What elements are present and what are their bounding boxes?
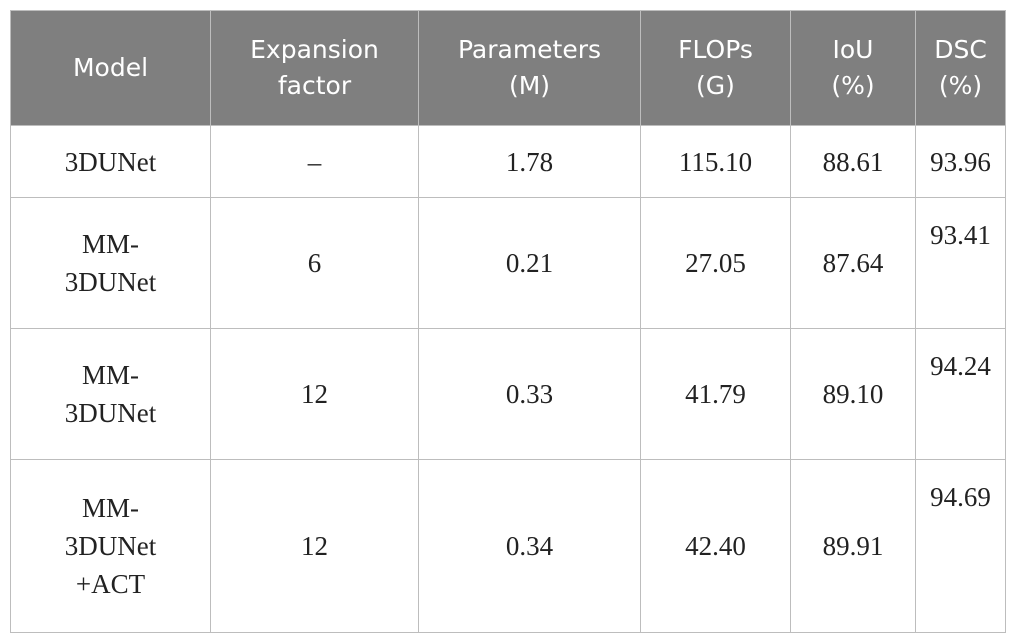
cell-text: 87.64 bbox=[822, 248, 884, 278]
table-cell: 27.05 bbox=[640, 197, 791, 329]
cell-text: – bbox=[307, 146, 322, 177]
cell-text: 12 bbox=[301, 379, 328, 409]
cell-text: MM-3DUNet bbox=[64, 360, 157, 428]
table-cell: 6 bbox=[210, 197, 419, 329]
table-cell: 3DUNet bbox=[10, 125, 211, 198]
table-row: MM-3DUNet 12 0.33 41.79 89.10 94.24 bbox=[10, 328, 1006, 460]
table-cell: 0.33 bbox=[418, 328, 641, 460]
cell-text: 93.96 bbox=[930, 146, 991, 177]
table-row: MM-3DUNet 6 0.21 27.05 87.64 93.41 bbox=[10, 197, 1006, 329]
cell-text: 0.34 bbox=[505, 531, 554, 561]
header-text: Parameters (M) bbox=[457, 35, 602, 100]
header-cell: Model bbox=[10, 10, 211, 126]
table-body: 3DUNet – 1.78 115.10 88.61 93.96 MM-3DUNet 6 0.2… bbox=[10, 125, 1006, 633]
header-row: Model Expansion factor Parameters (M) FLOPs… bbox=[10, 10, 1006, 126]
cell-text: 89.10 bbox=[822, 379, 884, 409]
table-cell: 94.24 bbox=[915, 328, 1006, 460]
cell-text: 94.69 bbox=[930, 482, 991, 512]
table-cell: 12 bbox=[210, 328, 419, 460]
header-cell: FLOPs (G) bbox=[640, 10, 791, 126]
table-cell: 1.78 bbox=[418, 125, 641, 198]
results-table: Model Expansion factor Parameters (M) FLOPs… bbox=[10, 10, 1006, 633]
cell-text: 89.91 bbox=[822, 531, 884, 561]
cell-text: 41.79 bbox=[685, 379, 746, 409]
table-cell: MM-3DUNet bbox=[10, 197, 211, 329]
cell-text: 0.33 bbox=[505, 379, 554, 409]
header-text: Model bbox=[72, 53, 149, 82]
header-text: DSC (%) bbox=[934, 35, 987, 100]
cell-text: 93.41 bbox=[930, 220, 991, 250]
table-cell: 12 bbox=[210, 459, 419, 633]
header-text: IoU (%) bbox=[831, 35, 875, 100]
table-cell: 94.69 bbox=[915, 459, 1006, 633]
table-cell: 88.61 bbox=[790, 125, 916, 198]
cell-text: 94.24 bbox=[930, 351, 991, 381]
table-cell: 87.64 bbox=[790, 197, 916, 329]
header-cell: Parameters (M) bbox=[418, 10, 641, 126]
cell-text: 27.05 bbox=[685, 248, 746, 278]
table-cell: 42.40 bbox=[640, 459, 791, 633]
table-cell: 0.34 bbox=[418, 459, 641, 633]
cell-text: 12 bbox=[301, 531, 328, 561]
table-cell: – bbox=[210, 125, 419, 198]
table-cell: 115.10 bbox=[640, 125, 791, 198]
header-cell: DSC (%) bbox=[915, 10, 1006, 126]
header-text: Expansion factor bbox=[250, 35, 379, 100]
cell-text: 88.61 bbox=[822, 146, 884, 177]
header-text: FLOPs (G) bbox=[678, 35, 753, 100]
table-cell: 89.10 bbox=[790, 328, 916, 460]
page: Model Expansion factor Parameters (M) FLOPs… bbox=[10, 10, 1006, 633]
table-cell: 0.21 bbox=[418, 197, 641, 329]
table-cell: 41.79 bbox=[640, 328, 791, 460]
table-cell: 93.41 bbox=[915, 197, 1006, 329]
table-cell: 89.91 bbox=[790, 459, 916, 633]
cell-text: 1.78 bbox=[505, 146, 554, 177]
cell-text: 3DUNet bbox=[64, 146, 157, 177]
table-cell: MM-3DUNet +ACT bbox=[10, 459, 211, 633]
table-row: 3DUNet – 1.78 115.10 88.61 93.96 bbox=[10, 125, 1006, 198]
cell-text: MM-3DUNet +ACT bbox=[64, 493, 157, 599]
cell-text: 6 bbox=[307, 248, 322, 278]
cell-text: 42.40 bbox=[685, 531, 746, 561]
table-cell: 93.96 bbox=[915, 125, 1006, 198]
table-row: MM-3DUNet +ACT 12 0.34 42.40 89.91 94.69 bbox=[10, 459, 1006, 633]
header-cell: Expansion factor bbox=[210, 10, 419, 126]
header-cell: IoU (%) bbox=[790, 10, 916, 126]
table-cell: MM-3DUNet bbox=[10, 328, 211, 460]
cell-text: 0.21 bbox=[505, 248, 554, 278]
cell-text: MM-3DUNet bbox=[64, 229, 157, 297]
cell-text: 115.10 bbox=[678, 146, 753, 177]
